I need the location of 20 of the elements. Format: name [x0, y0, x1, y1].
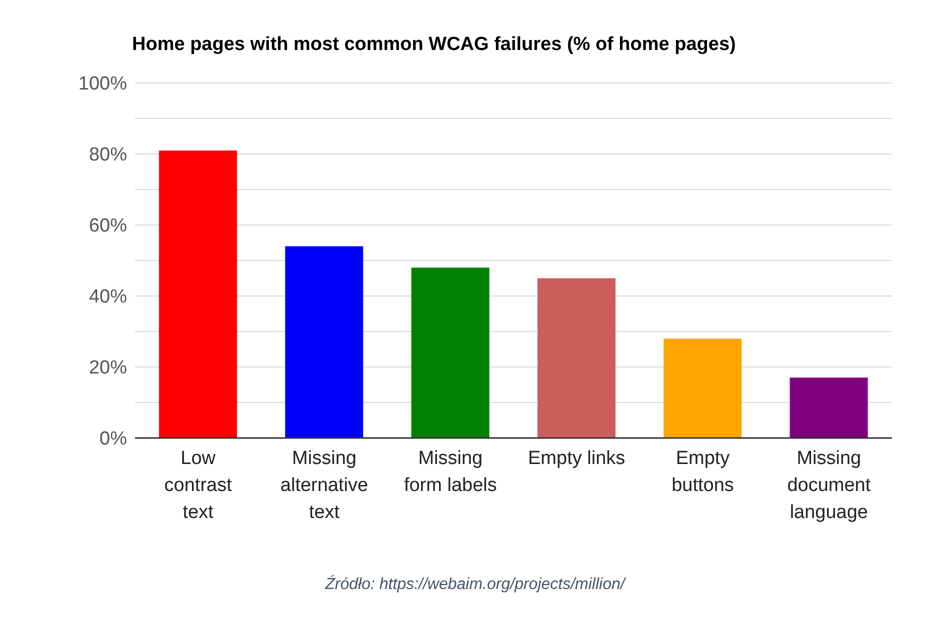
- bar: [158, 150, 237, 438]
- y-tick-label: 20%: [88, 358, 128, 379]
- y-tick-label: 40%: [88, 286, 128, 308]
- x-tick-label: Missing form labels: [404, 448, 497, 496]
- bar: [411, 268, 490, 438]
- x-tick-label: Low contrast text: [164, 448, 233, 523]
- x-tick-label: Empty buttons: [672, 448, 734, 496]
- bar: [790, 378, 868, 438]
- text: Źródło: https://webaim.org/projects/million/: [324, 576, 627, 594]
- y-tick-label: 0%: [100, 428, 128, 450]
- x-tick-label: Missing alternative text: [280, 448, 368, 523]
- bar: [285, 246, 364, 438]
- chart-title: Home pages with most common WCAG failures (% of home pages): [132, 34, 736, 56]
- x-tick-label: Missing document language: [787, 448, 872, 523]
- bar: [664, 338, 742, 438]
- y-tick-label: 60%: [88, 216, 128, 237]
- y-tick-label: 80%: [88, 144, 128, 166]
- y-tick-label: 100%: [78, 74, 128, 95]
- x-tick-label: Empty links: [528, 448, 626, 469]
- bar: [537, 278, 616, 438]
